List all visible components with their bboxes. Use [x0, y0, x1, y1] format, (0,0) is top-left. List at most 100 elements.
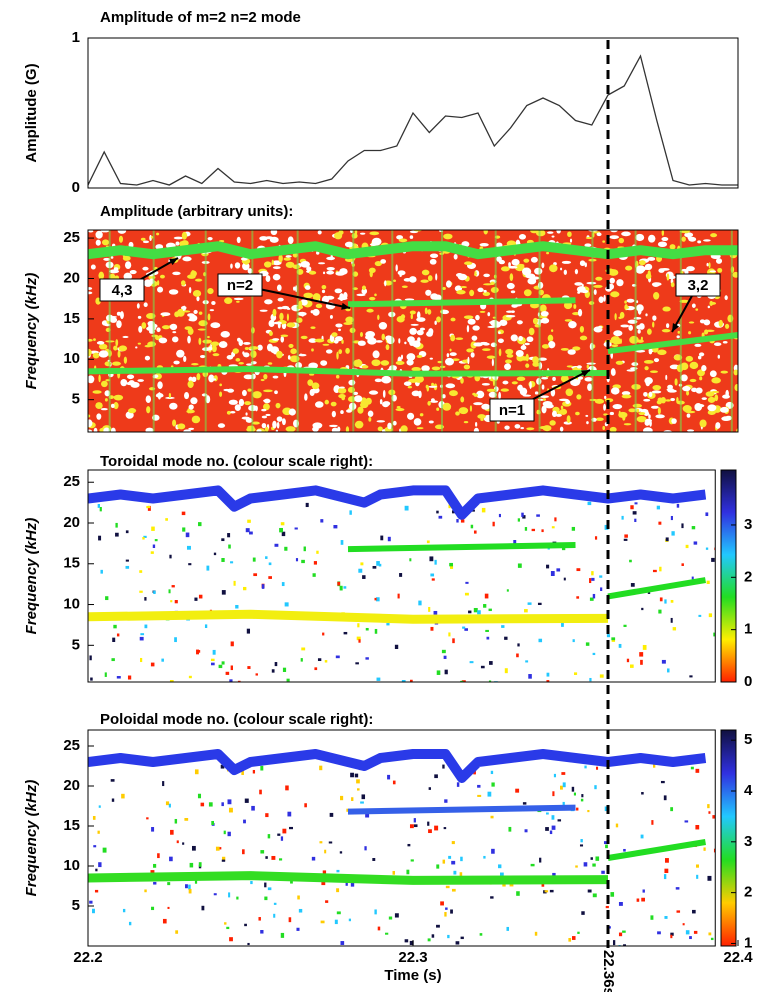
- noise: [137, 379, 144, 382]
- noise: [524, 527, 528, 531]
- noise: [440, 901, 444, 906]
- amplitude-line: [88, 54, 738, 186]
- noise: [546, 672, 550, 677]
- noise: [344, 241, 354, 248]
- noise: [504, 636, 508, 640]
- y-tick-label: 15: [63, 310, 80, 327]
- noise: [265, 413, 271, 417]
- noise: [608, 269, 619, 276]
- noise: [243, 819, 246, 824]
- noise: [724, 323, 730, 329]
- noise: [663, 874, 667, 880]
- noise: [221, 557, 225, 562]
- noise: [339, 851, 343, 854]
- noise: [213, 552, 217, 556]
- noise: [670, 515, 673, 521]
- noise: [167, 882, 171, 886]
- noise: [653, 358, 660, 363]
- noise: [516, 653, 519, 658]
- noise: [201, 905, 205, 911]
- noise: [426, 385, 430, 392]
- noise: [596, 766, 599, 770]
- noise: [321, 289, 326, 294]
- noise: [306, 266, 312, 272]
- noise: [541, 344, 550, 349]
- noise: [448, 632, 451, 637]
- noise: [605, 905, 609, 909]
- noise: [454, 285, 463, 292]
- noise: [288, 343, 294, 349]
- noise: [707, 404, 717, 412]
- noise: [644, 263, 653, 270]
- annotation-box: [489, 398, 535, 422]
- noise: [592, 593, 596, 599]
- noise: [220, 764, 225, 769]
- noise: [576, 596, 580, 599]
- noise: [436, 316, 441, 323]
- noise: [252, 391, 262, 399]
- noise: [552, 872, 556, 877]
- noise: [348, 918, 352, 922]
- noise: [676, 910, 681, 913]
- noise: [200, 802, 205, 807]
- noise: [541, 883, 545, 887]
- noise: [560, 374, 569, 383]
- noise: [168, 392, 172, 399]
- noise: [326, 267, 335, 271]
- noise: [412, 340, 421, 348]
- noise: [670, 934, 673, 939]
- noise: [365, 331, 376, 338]
- noise: [488, 608, 492, 612]
- noise: [664, 868, 669, 874]
- noise: [434, 774, 438, 779]
- noise: [623, 538, 628, 541]
- noise: [410, 313, 414, 320]
- noise: [601, 870, 605, 874]
- noise: [396, 405, 401, 409]
- noise: [513, 539, 517, 545]
- noise: [573, 792, 576, 796]
- noise: [362, 575, 366, 579]
- noise: [479, 933, 483, 936]
- noise: [703, 239, 711, 242]
- noise: [293, 286, 296, 291]
- noise: [448, 855, 452, 859]
- noise: [587, 809, 590, 813]
- noise: [460, 377, 464, 384]
- noise: [532, 361, 540, 367]
- noise: [593, 284, 603, 288]
- noise: [491, 358, 494, 367]
- noise: [204, 230, 207, 432]
- noise: [540, 311, 549, 317]
- noise: [237, 680, 241, 682]
- noise: [528, 674, 532, 679]
- noise: [639, 652, 644, 657]
- colorbar-tick-label: 2: [744, 884, 752, 901]
- noise: [530, 256, 538, 263]
- noise: [530, 863, 535, 867]
- noise: [410, 679, 413, 682]
- noise: [324, 660, 328, 663]
- noise: [506, 282, 515, 290]
- noise: [575, 865, 578, 868]
- noise: [374, 597, 377, 601]
- noise: [551, 825, 556, 830]
- noise: [597, 325, 603, 329]
- noise: [655, 414, 665, 419]
- noise: [534, 391, 539, 395]
- noise: [206, 565, 210, 571]
- noise: [421, 269, 430, 276]
- noise: [88, 429, 93, 432]
- noise: [536, 514, 540, 517]
- noise: [456, 290, 466, 295]
- noise: [284, 602, 289, 607]
- noise: [671, 531, 675, 536]
- noise: [436, 510, 439, 514]
- noise: [296, 927, 300, 931]
- noise: [579, 325, 585, 333]
- noise: [308, 270, 317, 275]
- noise: [480, 665, 485, 669]
- noise: [689, 675, 693, 678]
- noise: [573, 304, 577, 309]
- noise: [103, 257, 111, 261]
